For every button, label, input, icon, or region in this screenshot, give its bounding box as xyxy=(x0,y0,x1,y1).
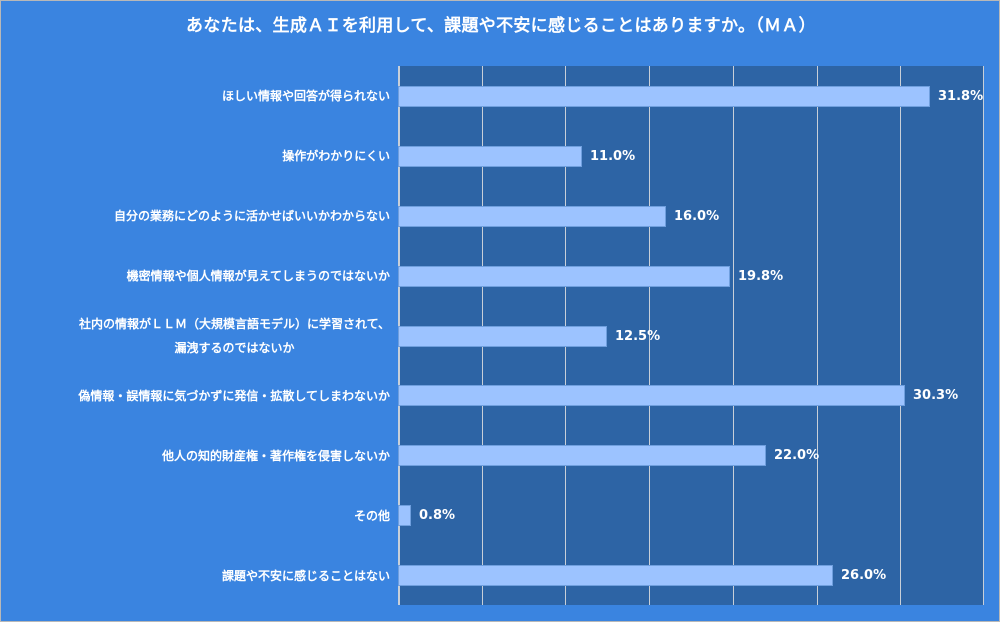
category-label-line: 機密情報や個人情報が見えてしまうのではないか xyxy=(126,269,390,283)
gridline xyxy=(983,66,984,605)
bar xyxy=(398,565,833,586)
gridline xyxy=(649,66,650,605)
bar xyxy=(398,326,607,347)
category-label: 課題や不安に感じることはない xyxy=(222,564,390,588)
gridline xyxy=(900,66,901,605)
category-label-line: 他人の知的財産権・著作権を侵害しないか xyxy=(161,449,390,463)
category-label: その他 xyxy=(354,504,390,528)
chart-title: あなたは、生成ＡＩを利用して、課題や不安に感じることはありますか。（ＭＡ） xyxy=(186,16,816,36)
data-label: 16.0% xyxy=(674,209,720,224)
data-label: 22.0% xyxy=(774,448,820,463)
data-label: 26.0% xyxy=(841,568,887,583)
bar xyxy=(398,445,766,466)
bar xyxy=(398,206,666,227)
category-label-line: 操作がわかりにくい xyxy=(282,149,390,163)
category-label-line: 社内の情報がＬＬＭ（大規模言語モデル）に学習されて、 xyxy=(78,317,390,331)
category-label: 機密情報や個人情報が見えてしまうのではないか xyxy=(127,264,390,288)
data-label: 30.3% xyxy=(913,388,959,403)
category-label-line: その他 xyxy=(353,509,390,523)
category-label-line: 自分の業務にどのように活かせばいいかわからない xyxy=(113,209,390,223)
category-label: 社内の情報がＬＬＭ（大規模言語モデル）に学習されて、 漏洩するのではないか xyxy=(79,312,390,360)
data-label: 11.0% xyxy=(590,149,636,164)
category-label-line: 課題や不安に感じることはない xyxy=(221,569,390,583)
gridline xyxy=(817,66,818,605)
category-label: 他人の知的財産権・著作権を侵害しないか xyxy=(162,444,390,468)
plot-area: 31.8% 11.0% 16.0% 19.8% 12.5% 30.3% 22.0% 0.8% 2… xyxy=(398,66,984,605)
bar xyxy=(398,146,582,167)
bar xyxy=(398,505,411,526)
data-label: 12.5% xyxy=(615,329,661,344)
gridline xyxy=(733,66,734,605)
bar xyxy=(398,266,730,287)
data-label: 31.8% xyxy=(938,89,984,104)
category-label: 自分の業務にどのように活かせばいいかわからない xyxy=(114,204,390,228)
data-label: 19.8% xyxy=(738,269,784,284)
category-label-line: ほしい情報や回答が得られない xyxy=(221,89,390,103)
category-label-line: 偽情報・誤情報に気づかずに発信・拡散してしまわないか xyxy=(78,389,390,403)
category-label: 操作がわかりにくい xyxy=(282,144,390,168)
category-label: ほしい情報や回答が得られない xyxy=(222,84,390,108)
data-label: 0.8% xyxy=(419,508,456,523)
category-label-line: 漏洩するのではないか xyxy=(174,341,295,355)
bar xyxy=(398,385,905,406)
bar xyxy=(398,86,930,107)
category-label: 偽情報・誤情報に気づかずに発信・拡散してしまわないか xyxy=(78,384,390,408)
